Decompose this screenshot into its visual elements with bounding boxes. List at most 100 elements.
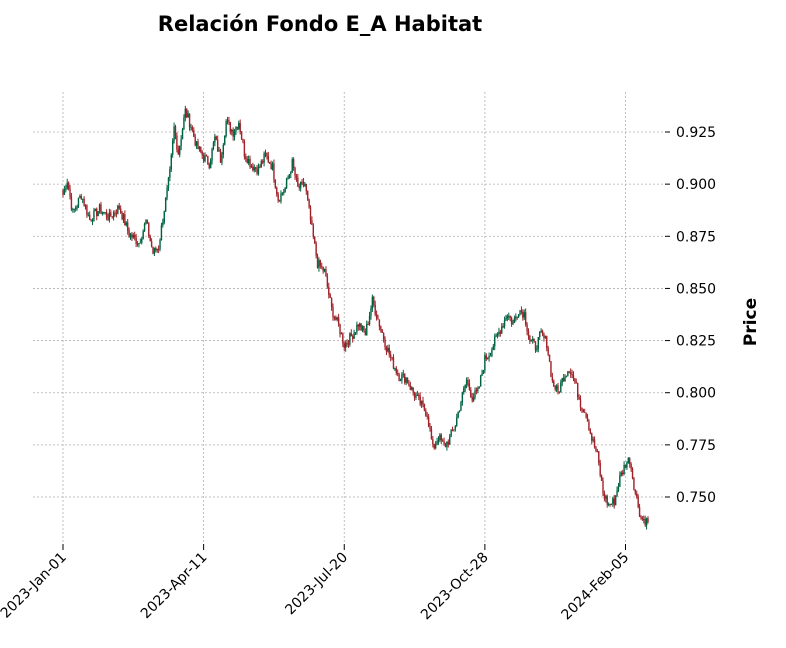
candle-body [381,329,383,333]
candle-body [433,444,435,449]
candle-body [489,355,492,357]
candle-body [97,211,99,217]
candle-body [412,387,414,393]
candle-body [249,159,251,168]
candle-body [219,150,222,163]
candle-body [437,440,440,442]
candle-body [426,415,428,417]
candle-body [256,168,258,174]
candle-body [174,126,177,136]
candle-body [385,347,388,352]
candle-body [201,151,203,156]
candle-body [306,191,309,200]
candle-body [413,392,416,398]
candle-body [399,380,402,382]
candle-body [377,318,379,320]
candle-body [522,311,524,318]
candle-body [564,376,566,382]
candle-body [304,184,306,186]
candle-body [443,441,445,445]
candle-body [90,219,92,222]
y-tick-label: 0.850 [676,281,716,297]
candle-body [499,331,502,334]
candle-body [135,237,137,244]
candle-body [72,209,74,211]
candle-body [332,306,334,318]
candle-body [330,297,333,307]
candle-body [339,324,341,335]
candle-body [118,205,120,209]
candle-body [470,389,472,398]
candle-body [316,255,319,268]
candle-body [240,132,243,140]
candle-body [491,349,493,356]
candle-body [184,108,187,118]
y-tick-label: 0.900 [676,177,716,193]
candle-body [576,382,579,397]
candle-body [373,296,375,305]
candle-body [512,322,514,325]
candle-body [627,458,630,463]
candle-body [254,167,257,169]
candle-body [384,339,386,348]
candle-body [73,209,75,211]
candle-body [578,396,580,400]
candle-body [640,516,642,518]
x-tick-label: 2024-Feb-05 [559,550,633,624]
candle-body [629,458,631,464]
candle-body [539,332,541,338]
candle-body [461,392,464,403]
candle-body [342,333,344,344]
candle-body [173,126,175,141]
candle-body [322,266,324,272]
candle-body [586,417,589,422]
candle-body [488,355,490,358]
candle-body [557,385,559,392]
candle-body [574,378,576,382]
candle-body [278,200,281,202]
candle-body [547,347,549,355]
candle-body [422,400,424,405]
candle-body [336,317,338,320]
candle-body [295,175,298,178]
candle-body [84,205,87,207]
candle-body [207,156,209,165]
candle-body [280,193,282,202]
candle-body [382,332,385,340]
candle-body [368,315,371,325]
candle-body [644,519,646,526]
candle-body [555,385,558,390]
candle-body [89,214,91,220]
candle-body [344,342,347,348]
candle-body [69,188,71,197]
candle-body [312,224,315,237]
candle-body [415,395,417,398]
candle-body [235,126,237,132]
candle-body [440,434,442,441]
y-tick-label: 0.800 [676,386,716,402]
y-tick-label: 0.750 [676,490,716,506]
candle-body [329,294,331,298]
candle-body [441,440,444,442]
candle-body [626,462,628,468]
candle-body [584,412,586,413]
candle-body [502,326,504,328]
candle-body [375,314,378,319]
candle-body [131,234,133,238]
candle-body [515,316,517,319]
candle-body [186,108,188,118]
candle-body [367,324,369,325]
candle-body [353,332,355,339]
candle-body [91,221,94,223]
candle-body [630,463,632,469]
candle-body [479,375,482,387]
candle-body [565,375,568,377]
candle-body [177,149,180,155]
candle-body [266,152,268,156]
candle-body [269,162,271,164]
candle-body [492,346,495,350]
candle-body [202,155,205,161]
candle-body [167,177,170,188]
candle-body [281,193,284,194]
candle-body [93,210,95,222]
